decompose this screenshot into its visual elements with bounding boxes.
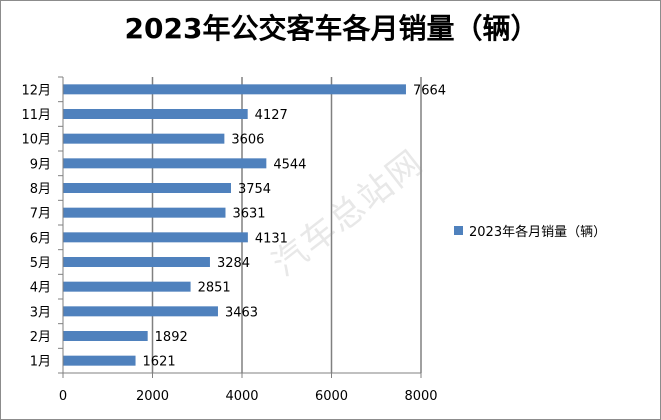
- y-tick-label-9月: 9月: [30, 157, 51, 172]
- legend: 2023年各月销量（辆）: [454, 221, 606, 240]
- y-tick-label-6月: 6月: [30, 231, 51, 246]
- x-tick-label-4000: 4000: [225, 389, 258, 404]
- data-label-7月: 3631: [232, 207, 265, 222]
- x-tick-label-2000: 2000: [136, 389, 169, 404]
- data-label-8月: 3754: [238, 182, 271, 197]
- y-tick-label-2月: 2月: [30, 330, 51, 345]
- bar-7月: [63, 207, 226, 218]
- legend-swatch: [454, 226, 463, 235]
- y-tick-label-1月: 1月: [30, 355, 51, 370]
- data-label-9月: 4544: [273, 157, 306, 172]
- data-label-5月: 3284: [217, 256, 250, 271]
- chart-title: 2023年公交客车各月销量（辆）: [124, 12, 539, 45]
- y-tick-label-11月: 11月: [21, 108, 51, 123]
- y-tick-label-7月: 7月: [30, 207, 51, 222]
- data-label-10月: 3606: [231, 133, 264, 148]
- y-tick-label-5月: 5月: [30, 256, 51, 271]
- y-tick-label-8月: 8月: [30, 182, 51, 197]
- y-tick-label-12月: 12月: [21, 83, 51, 98]
- data-label-2月: 1892: [155, 330, 188, 345]
- y-tick-label-4月: 4月: [30, 281, 51, 296]
- data-label-6月: 4131: [255, 231, 288, 246]
- x-tick-label-6000: 6000: [315, 389, 348, 404]
- x-tick-label-8000: 8000: [404, 389, 437, 404]
- bar-6月: [63, 232, 248, 243]
- bar-1月: [63, 355, 136, 366]
- bar-2月: [63, 331, 148, 341]
- y-tick-label-10月: 10月: [21, 133, 51, 148]
- bar-5月: [63, 257, 210, 267]
- data-label-1月: 1621: [143, 355, 176, 370]
- bar-12月: [63, 84, 406, 95]
- bar-9月: [63, 158, 267, 169]
- bar-10月: [63, 133, 225, 144]
- data-label-4月: 2851: [198, 281, 231, 296]
- bar-11月: [63, 109, 248, 119]
- bar-8月: [63, 183, 231, 193]
- x-tick-label-0: 0: [59, 389, 67, 404]
- data-label-3月: 3463: [225, 305, 258, 320]
- data-label-12月: 7664: [413, 83, 446, 98]
- bar-4月: [63, 281, 191, 292]
- bar-3月: [63, 306, 218, 317]
- legend-label: 2023年各月销量（辆）: [469, 225, 607, 240]
- data-label-11月: 4127: [255, 108, 288, 123]
- y-tick-label-3月: 3月: [30, 305, 51, 320]
